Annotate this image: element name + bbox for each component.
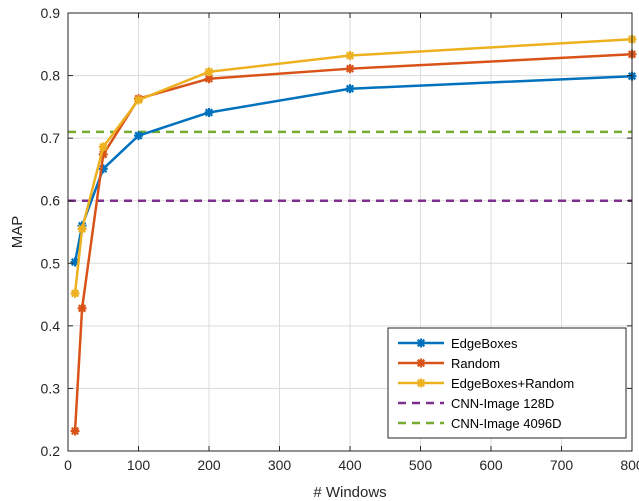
x-tick-label: 600 <box>479 457 503 473</box>
y-axis-label: MAP <box>9 216 26 249</box>
data-point-edgeboxes-random <box>70 288 80 298</box>
x-tick-label: 100 <box>127 457 151 473</box>
data-point-edgeboxes-random <box>204 67 214 77</box>
axes <box>67 12 633 452</box>
x-tick-labels: 0 100 200 300 400 500 600 700 800 <box>64 457 639 473</box>
x-tick-label: 700 <box>550 457 574 473</box>
legend-marker <box>416 358 426 368</box>
legend-item-edgeboxes: EdgeBoxes <box>398 336 518 351</box>
x-tick-label: 0 <box>64 457 72 473</box>
y-tick-label: 0.4 <box>41 318 61 334</box>
y-tick-label: 0.2 <box>41 443 61 459</box>
legend-label: CNN-Image 4096D <box>451 416 562 431</box>
data-point-edgeboxes <box>345 84 355 94</box>
legend-label: CNN-Image 128D <box>451 396 554 411</box>
reference-lines <box>68 130 632 202</box>
data-point-edgeboxes-random <box>98 142 108 152</box>
x-tick-label: 400 <box>338 457 362 473</box>
y-tick-label: 0.7 <box>41 130 61 146</box>
series-line-edgeboxes-random <box>73 38 633 294</box>
legend-item-edgeboxes-random: EdgeBoxes+Random <box>398 376 574 391</box>
x-tick-label: 500 <box>409 457 433 473</box>
series-edgeboxes-random <box>70 34 637 298</box>
data-point-random <box>345 64 355 74</box>
legend-label: EdgeBoxes+Random <box>451 376 574 391</box>
y-tick-label: 0.6 <box>41 193 61 209</box>
y-tick-labels: 0.2 0.3 0.4 0.5 0.6 0.7 0.8 0.9 <box>41 5 61 459</box>
x-axis-label: # Windows <box>313 484 386 501</box>
y-tick-label: 0.5 <box>41 255 61 271</box>
legend-marker <box>416 338 426 348</box>
y-tick-label: 0.3 <box>41 380 61 396</box>
x-tick-label: 300 <box>268 457 292 473</box>
y-tick-label: 0.9 <box>41 5 61 21</box>
series-edgeboxes <box>70 71 637 267</box>
series-lines <box>70 34 637 436</box>
y-tick-label: 0.8 <box>41 68 61 84</box>
data-point-edgeboxes-random <box>134 95 143 105</box>
series-line-edgeboxes <box>73 74 633 263</box>
data-point-edgeboxes <box>134 131 143 141</box>
x-tick-label: 800 <box>620 457 639 473</box>
legend-label: EdgeBoxes <box>451 336 518 351</box>
data-point-random <box>77 303 87 313</box>
legend-label: Random <box>451 356 500 371</box>
data-point-random <box>70 426 80 436</box>
legend: EdgeBoxes Random EdgeBoxes+Random CNN-Image… <box>387 327 627 439</box>
legend-marker <box>416 378 426 388</box>
x-tick-label: 200 <box>197 457 221 473</box>
data-point-edgeboxes-random <box>77 224 87 234</box>
legend-item-cnn-image-4096d: CNN-Image 4096D <box>398 416 562 431</box>
data-point-edgeboxes <box>204 107 214 117</box>
legend-item-random: Random <box>398 356 500 371</box>
legend-item-cnn-image-128d: CNN-Image 128D <box>398 396 554 411</box>
data-point-edgeboxes-random <box>345 51 355 61</box>
